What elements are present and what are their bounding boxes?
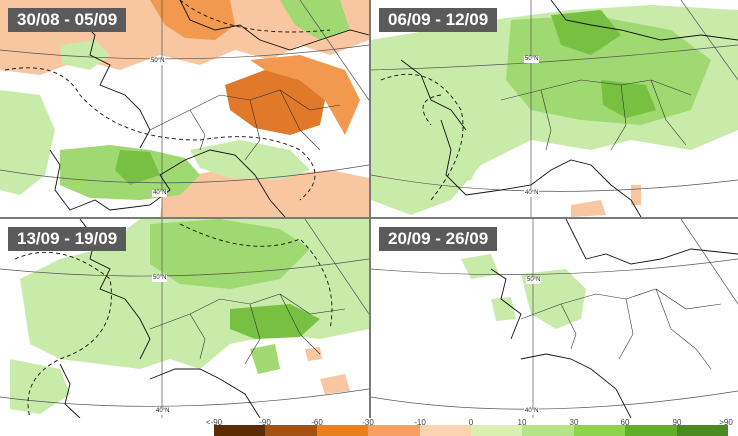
positive-anomaly-area — [491, 297, 516, 321]
negative-anomaly-area — [250, 55, 360, 135]
dashed-contour — [422, 94, 442, 126]
legend-tick: -60 — [311, 418, 323, 427]
map-panel-week-2: 06/09 - 12/09 50°N 40°N — [371, 0, 738, 217]
country-border — [520, 288, 722, 370]
period-label: 06/09 - 12/09 — [379, 8, 498, 32]
dashed-contour — [14, 251, 112, 418]
anomaly-map-week-4 — [371, 219, 738, 418]
coastline — [565, 219, 738, 265]
legend-tick: 0 — [468, 418, 474, 427]
meridian-line — [680, 0, 738, 81]
coastline — [550, 0, 738, 41]
latitude-line-40 — [371, 174, 738, 192]
dashed-contour — [179, 0, 331, 33]
latitude-label-50: 50°N — [526, 277, 542, 284]
latitude-label-50: 50°N — [152, 275, 168, 282]
negative-anomaly-area — [225, 70, 325, 135]
period-label: 20/09 - 26/09 — [379, 227, 498, 251]
coastline — [400, 59, 467, 131]
coastline — [520, 353, 632, 418]
legend-tick: 10 — [517, 418, 527, 427]
dashed-contour — [4, 67, 316, 201]
positive-anomaly-area — [601, 80, 656, 118]
dashed-contour — [380, 73, 464, 201]
positive-anomaly-area — [461, 254, 499, 279]
map-grid: 30/08 - 05/09 50°N 40°N 06/09 - 12/09 50… — [0, 0, 738, 418]
legend-swatch — [522, 425, 574, 436]
negative-anomaly-area — [150, 0, 235, 40]
period-label: 13/09 - 19/09 — [8, 227, 127, 251]
latitude-line-50 — [371, 258, 738, 275]
negative-anomaly-area — [320, 374, 350, 394]
legend-tick: -30 — [362, 418, 374, 427]
positive-anomaly-area — [60, 40, 110, 70]
negative-anomaly-area — [631, 185, 641, 205]
map-panel-week-3: 13/09 - 19/09 50°N 40°N — [0, 219, 369, 418]
legend-color-bar — [214, 425, 729, 436]
legend-swatch — [471, 425, 523, 436]
legend-swatch — [676, 425, 729, 436]
legend-swatch — [419, 425, 472, 436]
legend-tick: 60 — [620, 418, 630, 427]
coastline — [490, 268, 522, 340]
legend-tick: >90 — [719, 418, 733, 427]
dashed-contour — [179, 223, 333, 330]
negative-anomaly-area — [571, 200, 606, 217]
anomaly-map-week-3 — [0, 219, 369, 418]
positive-anomaly-area — [551, 10, 621, 55]
positive-anomaly-area — [190, 140, 310, 180]
legend-swatch — [265, 425, 317, 436]
anomaly-map-week-2 — [371, 0, 738, 217]
country-border — [149, 89, 341, 161]
color-legend: <-90 -90 -60 -30 -10 0 10 30 60 90 >90 — [0, 418, 738, 436]
legend-tick: -10 — [414, 418, 426, 427]
meridian-line — [680, 219, 738, 305]
positive-anomaly-area — [115, 150, 160, 185]
positive-anomaly-area — [386, 110, 491, 190]
legend-tick: <-90 — [205, 418, 223, 427]
map-panel-week-4: 20/09 - 26/09 50°N 40°N — [371, 219, 738, 418]
meridian-line — [299, 0, 369, 101]
period-label: 30/08 - 05/09 — [8, 8, 127, 32]
meridian-line — [304, 219, 369, 315]
latitude-label-50: 50°N — [524, 56, 540, 63]
positive-anomaly-area — [521, 269, 586, 329]
coastline — [49, 149, 286, 217]
latitude-label-40: 40°N — [524, 408, 540, 415]
country-border — [500, 79, 692, 151]
legend-tick: 90 — [672, 418, 682, 427]
latitude-label-40: 40°N — [152, 190, 168, 197]
legend-swatch — [573, 425, 626, 436]
latitude-label-40: 40°N — [155, 408, 171, 415]
latitude-line-50 — [0, 258, 369, 277]
positive-anomaly-area — [10, 359, 70, 414]
legend-swatch — [368, 425, 420, 436]
latitude-line-40 — [0, 388, 369, 407]
positive-anomaly-area — [250, 344, 280, 374]
latitude-label-40: 40°N — [524, 190, 540, 197]
coastline — [59, 363, 261, 418]
latitude-line-40 — [0, 164, 369, 184]
positive-anomaly-area — [506, 15, 711, 125]
latitude-label-50: 50°N — [150, 58, 166, 65]
anomaly-map-week-1 — [0, 0, 369, 217]
legend-swatch — [214, 425, 266, 436]
latitude-line-50 — [371, 44, 738, 71]
legend-swatch — [316, 425, 369, 436]
legend-tick: -90 — [259, 418, 271, 427]
latitude-line-40 — [371, 390, 738, 410]
legend-tick: 30 — [569, 418, 579, 427]
positive-anomaly-area — [150, 219, 310, 289]
positive-anomaly-area — [280, 0, 350, 40]
positive-anomaly-area — [0, 90, 55, 195]
coastline — [79, 19, 151, 149]
legend-swatch — [625, 425, 677, 436]
country-border — [149, 293, 346, 365]
negative-anomaly-area — [305, 347, 322, 361]
coastline — [440, 119, 642, 217]
latitude-line-50 — [0, 44, 369, 60]
coastline — [179, 0, 369, 51]
map-panel-week-1: 30/08 - 05/09 50°N 40°N — [0, 0, 369, 217]
